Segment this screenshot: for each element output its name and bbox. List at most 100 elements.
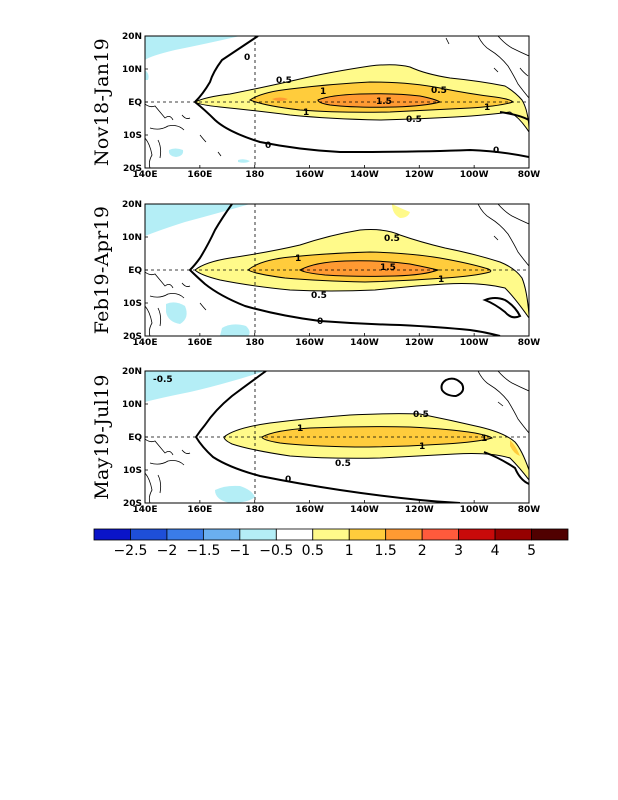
- neg-patch: [215, 485, 255, 503]
- y-tick-label: 10S: [123, 299, 142, 309]
- contour-zero: [483, 451, 529, 485]
- contour-label: 1: [484, 103, 490, 113]
- x-tick-label: 120W: [405, 170, 434, 180]
- colorbar-swatch: [421, 528, 460, 541]
- contour-label: 0.5: [413, 410, 429, 420]
- contour-label: 0: [244, 53, 250, 63]
- coastline: [145, 438, 191, 503]
- colorbar-label: 5: [527, 543, 536, 559]
- contour-label: 0: [265, 141, 271, 151]
- colorbar-swatch: [93, 528, 131, 541]
- x-tick-label: 140E: [133, 505, 158, 515]
- colorbar-label: 1: [345, 543, 354, 559]
- colorbar-label: −0.5: [259, 543, 293, 559]
- contour-05: [194, 229, 529, 319]
- contour-label: 0: [285, 475, 291, 485]
- y-tick-label: EQ: [128, 98, 142, 108]
- y-tick-label: 10S: [123, 466, 142, 476]
- contour-05: [223, 413, 529, 481]
- x-tick-label: 120W: [405, 505, 434, 515]
- contour-label: 0.5: [431, 86, 447, 96]
- y-tick-label: 20S: [123, 499, 142, 509]
- contour-10: [247, 251, 492, 283]
- contour-zero: [188, 204, 501, 336]
- neg-patch: [145, 70, 149, 80]
- y-tick-label: 10N: [122, 400, 142, 410]
- x-tick-label: 80W: [518, 505, 541, 515]
- contour-label: 0: [493, 146, 499, 156]
- contour-label: 1: [481, 434, 487, 444]
- colorbar-swatch: [458, 528, 496, 541]
- contour-zero: [194, 371, 461, 503]
- contour-label: 1: [438, 275, 444, 285]
- period-label: Nov18-Jan19: [91, 38, 113, 166]
- x-tick-label: 100W: [460, 170, 489, 180]
- contour-label: -0.5: [153, 375, 173, 385]
- x-tick-label: 180: [245, 170, 264, 180]
- contour-label: 1.5: [380, 263, 396, 273]
- x-tick-label: 140W: [350, 338, 379, 348]
- y-tick-label: EQ: [128, 266, 142, 276]
- contour-15: [298, 260, 440, 277]
- colorbar-swatch: [130, 528, 168, 541]
- map-panel-2: 0.5 1 1.5 1 0.5 0 Feb19-Apr19: [91, 203, 530, 337]
- y-tick-label: 20N: [122, 200, 142, 210]
- x-tick-label: 140E: [133, 338, 158, 348]
- contour-label: 0.5: [311, 291, 327, 301]
- contour-label: 1: [295, 254, 301, 264]
- colorbar-label: 0.5: [302, 543, 324, 559]
- y-tick-label: 10N: [122, 65, 142, 75]
- colorbar-swatch: [239, 528, 277, 541]
- y-tick-label: 10N: [122, 233, 142, 243]
- warm-region-15: [318, 93, 440, 108]
- coastline: [445, 36, 529, 99]
- warm-region-10: [262, 426, 492, 447]
- contour-label: 0.5: [276, 76, 292, 86]
- period-label: Feb19-Apr19: [91, 206, 113, 335]
- y-tick-label: 20S: [123, 332, 142, 342]
- contour-label: 0.5: [406, 115, 422, 125]
- contour-label: 1: [419, 442, 425, 452]
- contour-label: 1: [297, 424, 303, 434]
- contour-05: [194, 64, 529, 133]
- contour-label: 0: [317, 317, 323, 327]
- y-tick-label: EQ: [128, 433, 142, 443]
- colorbar-label: −2: [157, 543, 178, 559]
- neg-patch: [220, 324, 250, 336]
- contour-label: 1: [320, 87, 326, 97]
- x-tick-label: 160W: [295, 170, 324, 180]
- colorbar-swatch: [166, 528, 204, 541]
- x-tick-label: 180: [245, 505, 264, 515]
- neg-patch: [145, 371, 265, 402]
- colorbar-swatch: [275, 528, 314, 541]
- neg-patch: [166, 302, 187, 324]
- x-tick-label: 160E: [187, 505, 212, 515]
- neg-patch: [145, 204, 250, 236]
- colorbar-label: −1: [230, 543, 251, 559]
- coastline: [145, 271, 207, 336]
- x-tick-label: 140W: [350, 170, 379, 180]
- x-tick-label: 80W: [518, 338, 541, 348]
- colorbar-swatch: [494, 528, 532, 541]
- colorbar-label: 1.5: [375, 543, 397, 559]
- x-tick-label: 160W: [295, 338, 324, 348]
- colorbar-swatch: [348, 528, 387, 541]
- x-tick-label: 140W: [350, 505, 379, 515]
- x-tick-label: 80W: [518, 170, 541, 180]
- colorbar: −2.5 −2 −1.5 −1 −0.5 0.5 1 1.5 2 3 4 5: [93, 528, 569, 559]
- y-tick-label: 20N: [122, 32, 142, 42]
- period-label: May19-Jul19: [91, 374, 113, 500]
- coastline: [145, 103, 222, 168]
- contour-zero: [482, 297, 522, 319]
- contour-label: 0.5: [384, 234, 400, 244]
- colorbar-swatch: [385, 528, 423, 541]
- contour-10: [261, 426, 493, 448]
- x-tick-label: 140E: [133, 170, 158, 180]
- y-tick-label: 20N: [122, 367, 142, 377]
- axis-labels: 140E 160E 180 160W 140W 120W 100W 80W20N10NEQ10…: [122, 32, 540, 515]
- warm-region-10: [510, 440, 520, 456]
- contour-zero: [440, 377, 465, 398]
- warm-region-05: [392, 204, 410, 218]
- x-tick-label: 120W: [405, 338, 434, 348]
